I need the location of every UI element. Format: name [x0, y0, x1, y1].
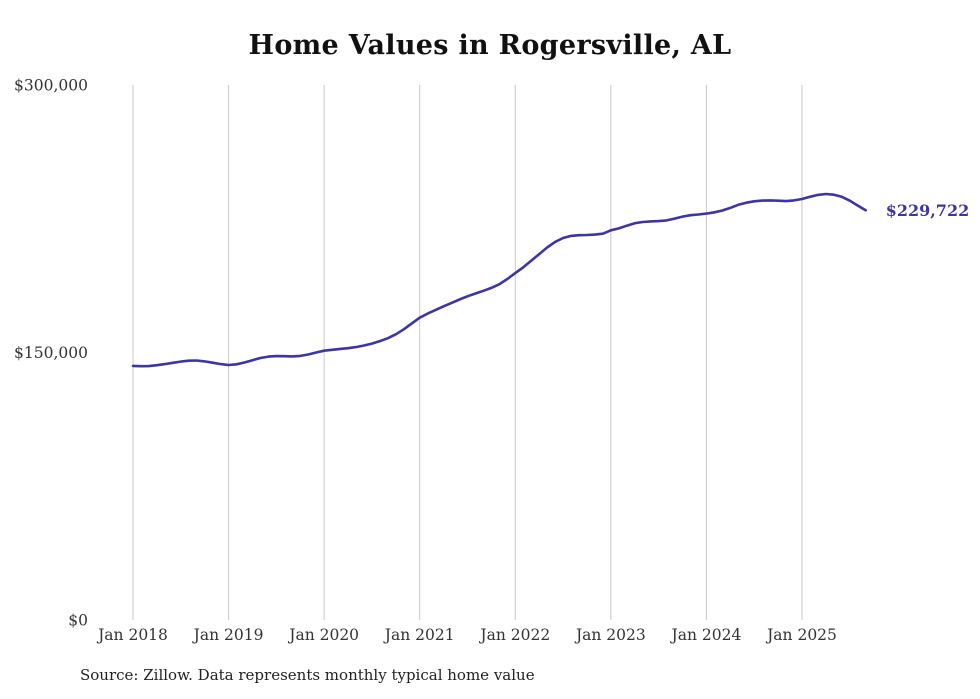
- y-tick-label: $0: [68, 612, 88, 630]
- x-tick-label: Jan 2022: [478, 626, 550, 644]
- home-value-series-line: [131, 192, 867, 368]
- x-tick-label: Jan 2024: [670, 626, 742, 644]
- x-tick-label: Jan 2021: [383, 626, 455, 644]
- y-tick-label: $300,000: [14, 77, 88, 95]
- source-note: Source: Zillow. Data represents monthly …: [80, 666, 535, 684]
- x-tick-label: Jan 2018: [96, 626, 168, 644]
- x-tick-label: Jan 2025: [765, 626, 837, 644]
- y-tick-label: $150,000: [14, 344, 88, 362]
- x-tick-label: Jan 2023: [574, 626, 646, 644]
- x-tick-label: Jan 2019: [192, 626, 264, 644]
- chart-title: Home Values in Rogersville, AL: [248, 30, 732, 61]
- latest-value-label: $229,722: [886, 201, 970, 220]
- x-tick-label: Jan 2020: [287, 626, 359, 644]
